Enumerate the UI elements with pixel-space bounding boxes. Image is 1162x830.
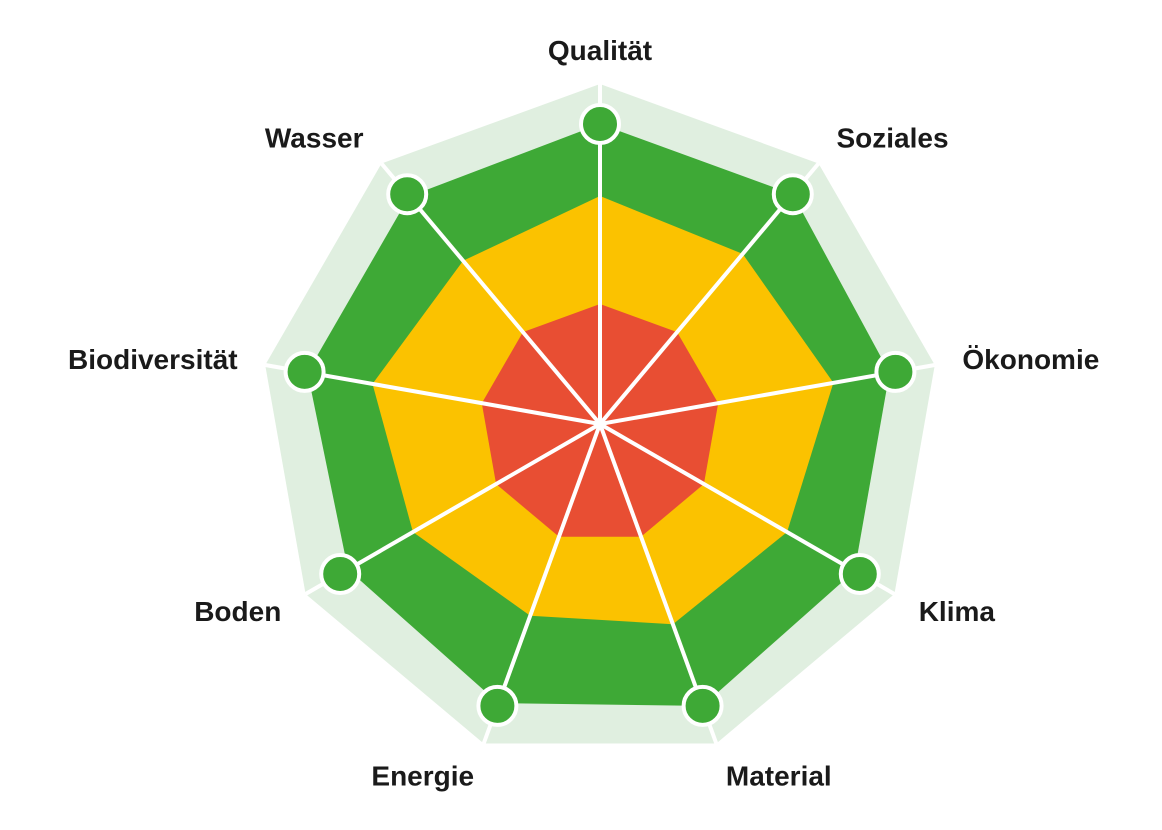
axis-label: Energie <box>371 760 474 791</box>
score-marker <box>771 173 814 216</box>
axis-label: Biodiversität <box>68 344 238 375</box>
score-marker <box>579 103 621 145</box>
score-marker <box>283 350 326 393</box>
axis-label: Klima <box>919 596 996 627</box>
score-marker <box>476 684 519 727</box>
axis-labels: Qualität Soziales Ökonomie Klima Material Ene… <box>68 35 1099 791</box>
axis-label: Boden <box>194 596 281 627</box>
axis-label: Ökonomie <box>962 344 1099 375</box>
score-markers <box>283 103 917 727</box>
score-marker <box>386 173 429 216</box>
axis-label: Soziales <box>837 123 949 154</box>
axis-label: Material <box>726 760 832 791</box>
axis-label: Wasser <box>265 123 364 154</box>
score-marker <box>838 553 881 595</box>
score-marker <box>681 684 724 727</box>
axis-label: Qualität <box>548 35 652 66</box>
score-marker <box>319 553 362 595</box>
score-marker <box>874 350 917 393</box>
